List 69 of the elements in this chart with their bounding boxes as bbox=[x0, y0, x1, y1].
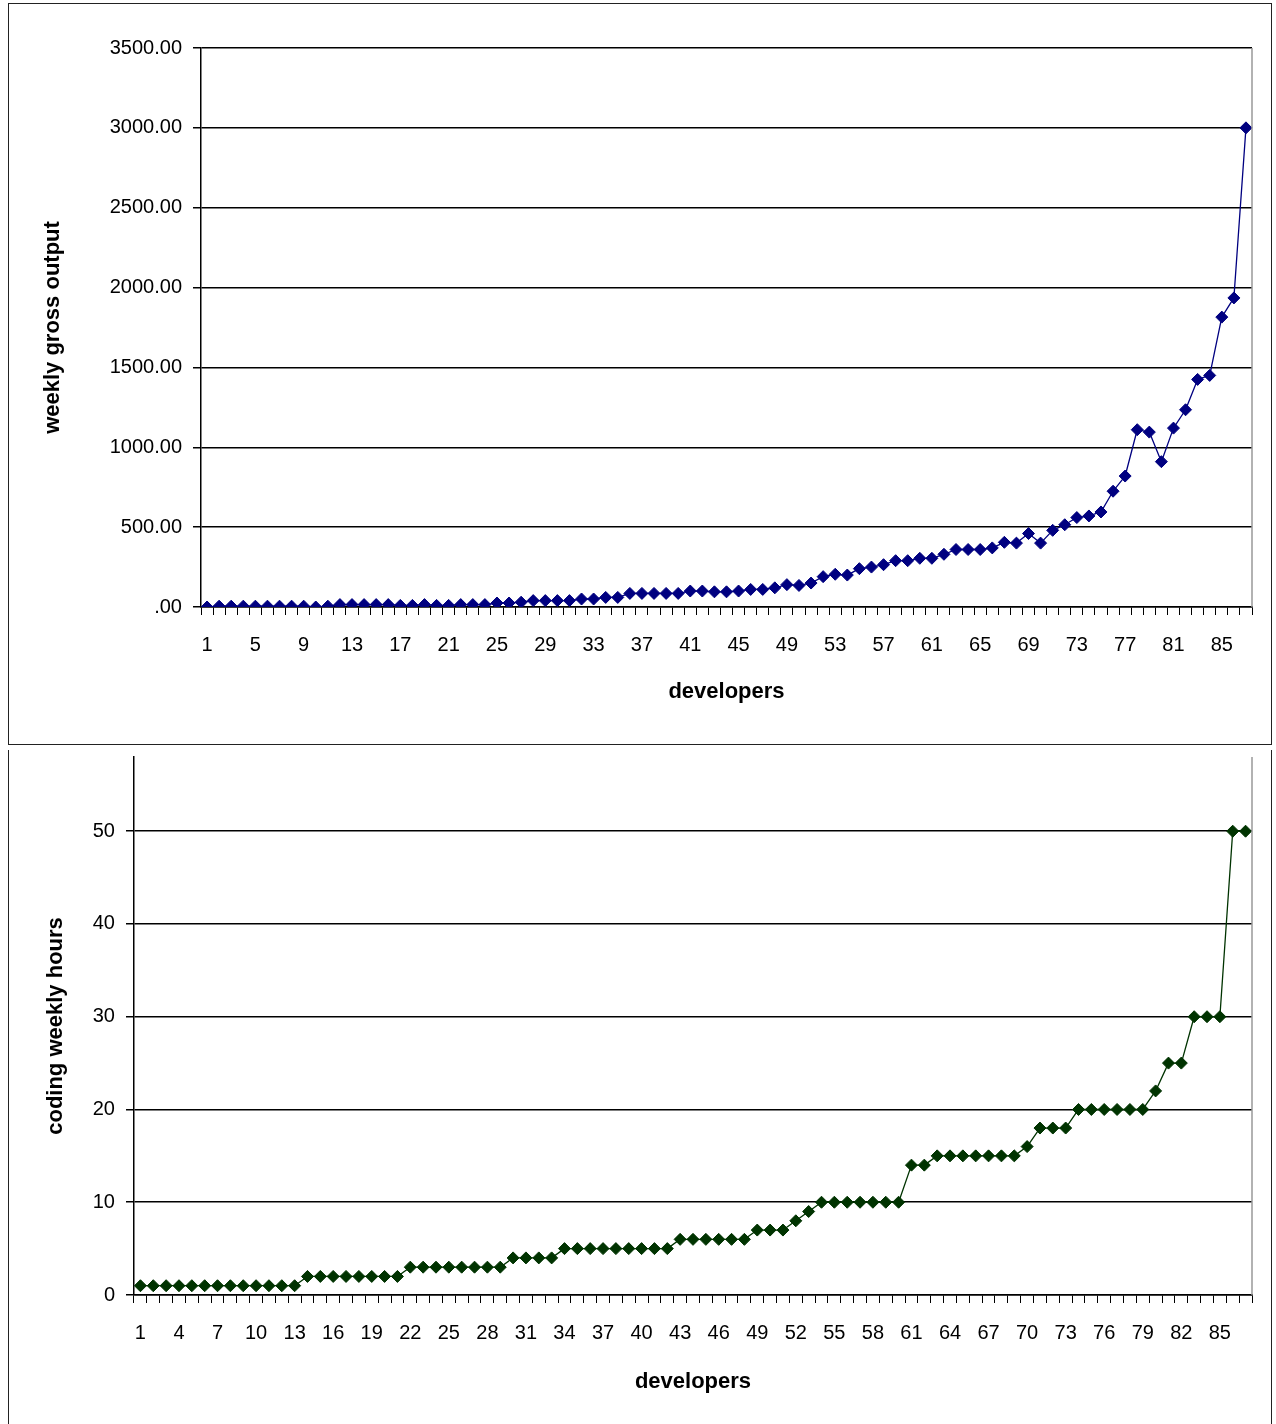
x-tick-label: 25 bbox=[485, 632, 509, 655]
x-tick-label: 34 bbox=[553, 1320, 576, 1343]
y-tick-label: 10 bbox=[92, 1189, 115, 1212]
y-tick-label: 3500.00 bbox=[109, 35, 182, 58]
y-tick-label: 2500.00 bbox=[109, 195, 182, 218]
y-tick-label: 20 bbox=[92, 1097, 115, 1119]
x-tick-label: 33 bbox=[582, 632, 605, 655]
x-tick-label: 40 bbox=[630, 1320, 653, 1343]
x-tick-label: 10 bbox=[244, 1320, 268, 1343]
x-tick-label: 53 bbox=[824, 632, 847, 655]
x-tick-label: 9 bbox=[298, 632, 310, 655]
x-tick-label: 61 bbox=[900, 1320, 923, 1343]
x-tick-label: 67 bbox=[977, 1320, 1000, 1343]
x-tick-label: 17 bbox=[389, 632, 412, 655]
x-tick-label: 37 bbox=[630, 632, 654, 655]
x-tick-label: 43 bbox=[669, 1320, 692, 1343]
y-tick-label: 500.00 bbox=[120, 514, 182, 537]
x-tick-label: 7 bbox=[211, 1320, 224, 1343]
x-tick-label: 5 bbox=[249, 632, 261, 655]
y-tick-label: 1500.00 bbox=[109, 354, 182, 377]
x-tick-label: 46 bbox=[707, 1320, 730, 1343]
x-tick-label: 69 bbox=[1017, 632, 1040, 655]
x-tick-label: 19 bbox=[360, 1320, 383, 1343]
x-axis-title: developers bbox=[634, 1367, 752, 1393]
y-tick-label: 0 bbox=[103, 1282, 115, 1305]
x-tick-label: 13 bbox=[283, 1320, 306, 1343]
x-tick-label: 64 bbox=[938, 1320, 962, 1343]
x-tick-label: 1 bbox=[134, 1320, 146, 1343]
x-tick-label: 28 bbox=[476, 1320, 499, 1343]
x-tick-label: 79 bbox=[1131, 1320, 1154, 1343]
y-tick-label: 2000.00 bbox=[109, 275, 182, 298]
x-tick-label: 49 bbox=[746, 1320, 769, 1343]
y-axis-title: weekly gross output bbox=[39, 220, 65, 435]
x-tick-label: 45 bbox=[727, 632, 750, 655]
y-tick-label: 50 bbox=[92, 818, 115, 841]
x-tick-label: 13 bbox=[340, 632, 364, 655]
x-tick-label: 81 bbox=[1162, 632, 1185, 655]
x-tick-label: 70 bbox=[1015, 1320, 1039, 1343]
x-tick-label: 57 bbox=[872, 632, 895, 655]
x-tick-label: 4 bbox=[173, 1320, 185, 1343]
x-tick-label: 61 bbox=[920, 632, 943, 655]
x-tick-label: 82 bbox=[1170, 1320, 1193, 1343]
x-tick-label: 73 bbox=[1065, 632, 1088, 655]
x-tick-label: 76 bbox=[1093, 1320, 1116, 1343]
x-axis-title: developers bbox=[668, 677, 785, 703]
y-tick-label: .00 bbox=[154, 594, 182, 617]
x-tick-label: 29 bbox=[534, 632, 557, 655]
x-tick-label: 49 bbox=[775, 632, 799, 655]
y-tick-label: 3000.00 bbox=[109, 115, 182, 138]
x-tick-label: 58 bbox=[861, 1320, 885, 1343]
x-tick-label: 41 bbox=[679, 632, 702, 655]
x-tick-label: 65 bbox=[969, 632, 992, 655]
y-tick-label: 40 bbox=[92, 911, 115, 934]
x-tick-label: 16 bbox=[322, 1320, 345, 1343]
x-tick-label: 52 bbox=[784, 1320, 807, 1343]
x-tick-label: 85 bbox=[1208, 1320, 1231, 1343]
x-tick-label: 31 bbox=[514, 1320, 538, 1343]
y-tick-label: 30 bbox=[92, 1004, 115, 1027]
x-tick-label: 73 bbox=[1054, 1320, 1077, 1343]
x-tick-label: 85 bbox=[1210, 632, 1233, 655]
x-tick-label: 37 bbox=[591, 1320, 615, 1343]
y-tick-label: 1000.00 bbox=[109, 434, 182, 457]
x-tick-label: 55 bbox=[823, 1320, 846, 1343]
x-tick-label: 77 bbox=[1114, 632, 1137, 655]
x-tick-label: 25 bbox=[437, 1320, 460, 1343]
y-axis-title: coding weekly hours bbox=[42, 917, 68, 1135]
x-tick-label: 22 bbox=[399, 1320, 422, 1343]
x-tick-label: 21 bbox=[437, 632, 460, 655]
x-tick-label: 1 bbox=[201, 632, 213, 655]
